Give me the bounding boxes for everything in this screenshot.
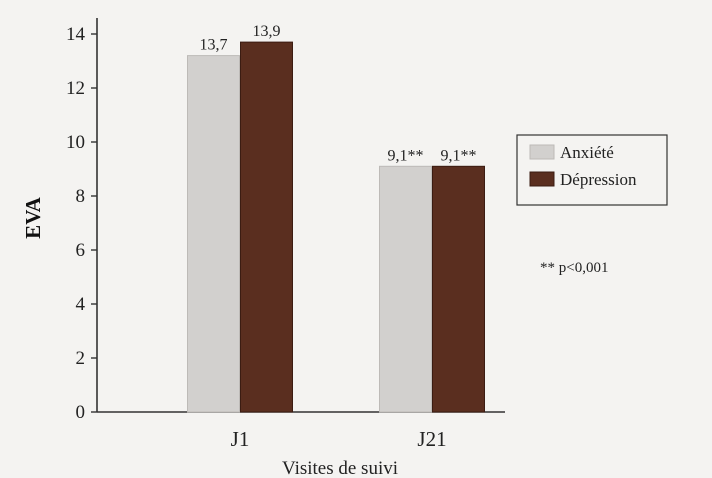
legend-label: Dépression xyxy=(560,170,637,189)
y-tick-label: 12 xyxy=(66,78,85,99)
data-labels-group: 13,7 9,1** 13,9 9,1** xyxy=(200,23,477,164)
y-axis: 0 2 4 6 8 10 12 14 xyxy=(66,18,98,423)
x-category-label: J21 xyxy=(417,427,446,451)
y-axis-title: EVA xyxy=(21,196,45,238)
legend: Anxiété Dépression xyxy=(516,134,668,206)
y-tick-label: 10 xyxy=(66,132,85,153)
bar-value-label: 13,9 xyxy=(253,23,281,40)
x-axis: J1 J21 xyxy=(97,411,505,451)
legend-frame xyxy=(516,134,668,206)
x-category-label: J1 xyxy=(231,427,250,451)
significance-note: ** p<0,001 xyxy=(540,260,608,276)
bar-value-label: 9,1** xyxy=(441,147,477,164)
y-tick-label: 4 xyxy=(76,294,86,315)
legend-swatch xyxy=(529,171,555,187)
bar-anxit-j1 xyxy=(187,55,240,413)
bar-dpression-j21 xyxy=(432,165,485,413)
legend-swatch xyxy=(529,144,555,160)
bar-dpression-j1 xyxy=(240,41,293,413)
y-tick-label: 2 xyxy=(76,348,86,369)
bar-value-label: 9,1** xyxy=(388,147,424,164)
legend-label: Anxiété xyxy=(560,143,614,162)
bars-group xyxy=(187,41,485,413)
bar-value-label: 13,7 xyxy=(200,37,228,54)
y-tick-label: 6 xyxy=(76,240,86,261)
y-tick-label: 8 xyxy=(76,186,86,207)
y-tick-label: 14 xyxy=(66,24,86,45)
y-tick-label: 0 xyxy=(76,402,86,423)
x-axis-title: Visites de suivi xyxy=(282,458,398,478)
bar-anxit-j21 xyxy=(379,165,432,413)
